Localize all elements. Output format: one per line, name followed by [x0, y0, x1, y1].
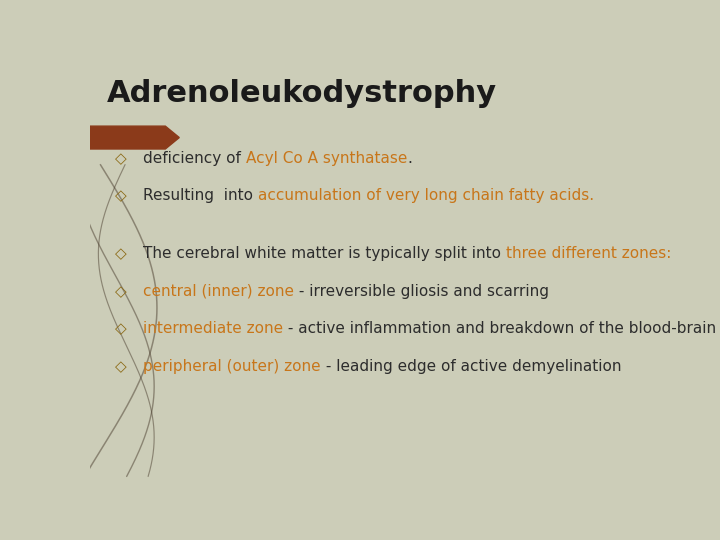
Text: ◇: ◇: [114, 284, 127, 299]
Text: - irreversible gliosis and scarring: - irreversible gliosis and scarring: [294, 284, 549, 299]
Text: central (inner) zone: central (inner) zone: [143, 284, 294, 299]
Text: ◇: ◇: [114, 359, 127, 374]
Text: ◇: ◇: [114, 321, 127, 336]
Text: intermediate zone: intermediate zone: [143, 321, 283, 336]
Text: ◇: ◇: [114, 246, 127, 261]
Text: Resulting  into: Resulting into: [143, 188, 258, 203]
Text: deficiency of: deficiency of: [143, 151, 246, 166]
Text: Acyl Co A synthatase: Acyl Co A synthatase: [246, 151, 407, 166]
Text: The cerebral white matter is typically split into: The cerebral white matter is typically s…: [143, 246, 506, 261]
Text: accumulation of very long chain fatty acids.: accumulation of very long chain fatty ac…: [258, 188, 594, 203]
Text: three different zones:: three different zones:: [506, 246, 671, 261]
Text: Adrenoleukodystrophy: Adrenoleukodystrophy: [107, 79, 497, 109]
Text: - active inflammation and breakdown of the blood-brain barrier.: - active inflammation and breakdown of t…: [283, 321, 720, 336]
Text: ◇: ◇: [114, 188, 127, 203]
Polygon shape: [90, 126, 179, 149]
Text: .: .: [407, 151, 412, 166]
Text: peripheral (outer) zone: peripheral (outer) zone: [143, 359, 320, 374]
Text: - leading edge of active demyelination: - leading edge of active demyelination: [320, 359, 621, 374]
Text: ◇: ◇: [114, 151, 127, 166]
